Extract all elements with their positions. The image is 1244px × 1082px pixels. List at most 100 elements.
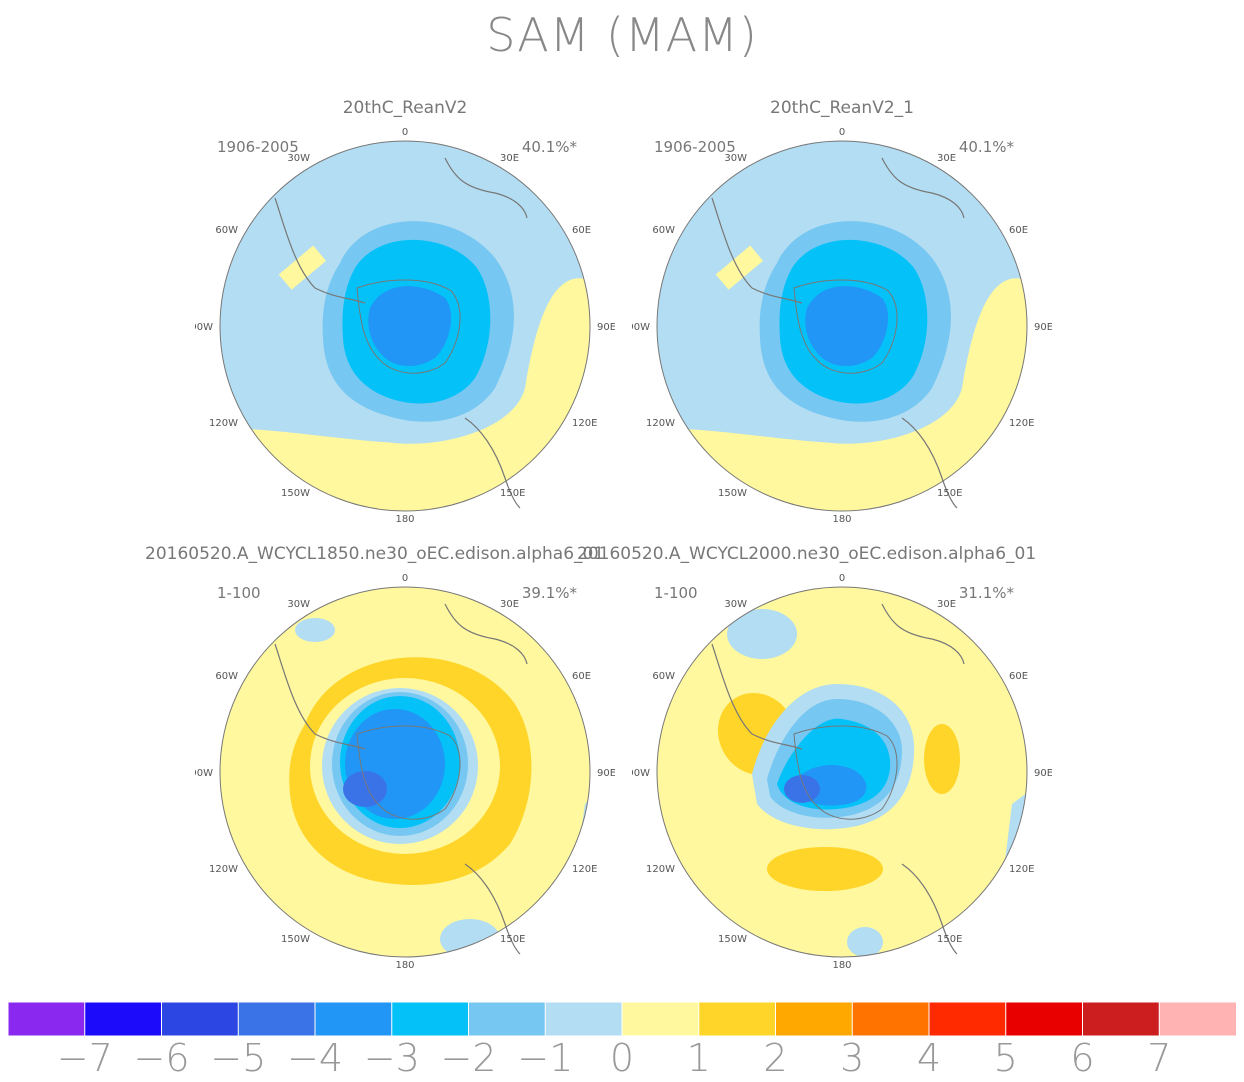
colorbar-tick-label: −2	[440, 1036, 497, 1080]
colorbar-swatch	[621, 1002, 700, 1036]
lon-label-120e: 120E	[572, 864, 597, 875]
colorbar-swatch	[161, 1002, 240, 1036]
lon-label-180: 180	[395, 514, 414, 525]
lon-label-120w: 120W	[209, 418, 238, 429]
polar-map: 0 180 30W 30E 60W 60E 90W 90E 120W 120E …	[195, 127, 615, 525]
colorbar-tick-label: −5	[210, 1036, 267, 1080]
map-panel-3: 20160520.A_WCYCL1850.ne30_oEC.edison.alp…	[145, 544, 615, 984]
lon-label-120w: 120W	[646, 418, 675, 429]
lon-label-30w: 30W	[287, 153, 310, 164]
lon-label-90e: 90E	[597, 768, 615, 779]
panel-title: 20160520.A_WCYCL1850.ne30_oEC.edison.alp…	[145, 544, 605, 564]
panel-variance: 40.1%*	[958, 138, 1014, 156]
colorbar-swatch	[1082, 1002, 1161, 1036]
colorbar-tick-label: −1	[517, 1036, 574, 1080]
lon-label-0: 0	[839, 127, 845, 138]
panel-title: 20thC_ReanV2_1	[770, 98, 914, 118]
colorbar-tick-label: −4	[286, 1036, 344, 1080]
lon-label-150e: 150E	[500, 488, 525, 499]
panel-period: 1-100	[654, 584, 698, 602]
colorbar-tick-label: 6	[1070, 1036, 1095, 1080]
lon-label-150e: 150E	[500, 934, 525, 945]
lon-label-90w: 90W	[632, 322, 650, 333]
panel-variance: 40.1%*	[521, 138, 577, 156]
colorbar-tick-label: 7	[1147, 1036, 1172, 1080]
lon-label-150w: 150W	[718, 934, 747, 945]
lon-label-0: 0	[402, 127, 408, 138]
lon-label-120e: 120E	[1009, 864, 1034, 875]
colorbar-tick-label: 4	[916, 1036, 942, 1080]
colorbar-labels: −7 −6 −5 −4 −3 −2 −1 0 1 2 3 4 5 6 7	[0, 1036, 1244, 1082]
panel-period: 1906-2005	[217, 138, 299, 156]
lon-label-60e: 60E	[572, 225, 591, 236]
lon-label-90w: 90W	[632, 768, 650, 779]
lon-label-90w: 90W	[195, 768, 213, 779]
lon-label-30w: 30W	[724, 599, 747, 610]
lon-label-30e: 30E	[500, 153, 519, 164]
colorbar-swatch	[698, 1002, 777, 1036]
colorbar-tick-label: 5	[993, 1036, 1018, 1080]
panel-title: 20160520.A_WCYCL2000.ne30_oEC.edison.alp…	[577, 544, 1037, 564]
colorbar-tick-label: −7	[56, 1036, 113, 1080]
map-panel-2: 20thC_ReanV2_1 1906-2005 40.1%* 0 180 30…	[632, 98, 1052, 538]
colorbar-swatch	[775, 1002, 854, 1036]
panel-variance: 39.1%*	[521, 584, 577, 602]
lon-label-30e: 30E	[937, 153, 956, 164]
colorbar-swatch	[237, 1002, 316, 1036]
lon-label-0: 0	[402, 573, 408, 584]
lon-label-150w: 150W	[281, 488, 310, 499]
lon-label-150e: 150E	[937, 934, 962, 945]
colorbar-tick-label: −3	[363, 1036, 420, 1080]
colorbar-swatch	[468, 1002, 547, 1036]
lon-label-90e: 90E	[597, 322, 615, 333]
lon-label-150w: 150W	[718, 488, 747, 499]
lon-label-0: 0	[839, 573, 845, 584]
colorbar-swatch	[8, 1002, 86, 1036]
colorbar-tick-label: −6	[133, 1036, 190, 1080]
map-panel-1: 20thC_ReanV2 1906-2005 40.1%* 0 180 30W …	[195, 98, 615, 538]
panel-period: 1906-2005	[654, 138, 736, 156]
panel-title: 20thC_ReanV2	[342, 98, 468, 118]
lon-label-180: 180	[832, 514, 851, 525]
colorbar-swatch	[544, 1002, 623, 1036]
lon-label-120e: 120E	[572, 418, 597, 429]
lon-label-30e: 30E	[500, 599, 519, 610]
lon-label-120e: 120E	[1009, 418, 1034, 429]
panel-period: 1-100	[217, 584, 261, 602]
lon-label-60e: 60E	[1009, 225, 1028, 236]
colorbar	[8, 1002, 1236, 1036]
map-panel-4: 20160520.A_WCYCL2000.ne30_oEC.edison.alp…	[577, 544, 1052, 984]
lon-label-180: 180	[395, 960, 414, 971]
lon-label-30w: 30W	[287, 599, 310, 610]
colorbar-swatch	[84, 1002, 163, 1036]
figure-title: SAM (MAM)	[486, 8, 758, 62]
colorbar-tick-label: 0	[609, 1036, 635, 1080]
lon-label-60w: 60W	[652, 671, 675, 682]
lon-label-120w: 120W	[209, 864, 238, 875]
colorbar-swatch	[851, 1002, 930, 1036]
colorbar-tick-label: 1	[686, 1036, 711, 1080]
lon-label-90e: 90E	[1034, 768, 1052, 779]
lon-label-30w: 30W	[724, 153, 747, 164]
colorbar-tick-label: 3	[840, 1036, 865, 1080]
lon-label-90w: 90W	[195, 322, 213, 333]
lon-label-180: 180	[832, 960, 851, 971]
colorbar-swatch	[391, 1002, 470, 1036]
colorbar-swatch	[314, 1002, 393, 1036]
colorbar-swatch	[928, 1002, 1007, 1036]
lon-label-30e: 30E	[937, 599, 956, 610]
polar-map: 0 180 30W 30E 60W 60E 90W 90E 120W 120E …	[632, 573, 1052, 971]
lon-label-60w: 60W	[652, 225, 675, 236]
polar-map: 0 180 30W 30E 60W 60E 90W 90E 120W 120E …	[195, 573, 615, 971]
lon-label-150e: 150E	[937, 488, 962, 499]
lon-label-60e: 60E	[1009, 671, 1028, 682]
lon-label-60w: 60W	[215, 671, 238, 682]
lon-label-60e: 60E	[572, 671, 591, 682]
panel-variance: 31.1%*	[958, 584, 1014, 602]
lon-label-150w: 150W	[281, 934, 310, 945]
lon-label-60w: 60W	[215, 225, 238, 236]
colorbar-swatch	[1158, 1002, 1236, 1036]
lon-label-120w: 120W	[646, 864, 675, 875]
lon-label-90e: 90E	[1034, 322, 1052, 333]
colorbar-swatch	[1005, 1002, 1084, 1036]
